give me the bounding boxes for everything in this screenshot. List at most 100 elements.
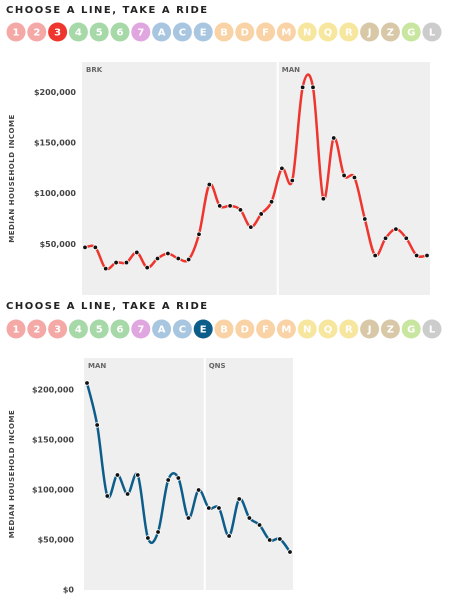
line-button-label[interactable]: B [220, 325, 228, 336]
line-button-label[interactable]: A [158, 325, 166, 336]
line-button[interactable] [339, 22, 359, 42]
line-button[interactable] [422, 22, 442, 42]
station-dot [403, 235, 409, 241]
line-button-label[interactable]: C [179, 28, 186, 39]
line-button[interactable] [256, 319, 276, 339]
line-button-label[interactable]: 6 [117, 325, 124, 336]
line-button[interactable] [276, 319, 296, 339]
station-dot [393, 226, 399, 232]
line-button[interactable] [318, 22, 338, 42]
line-button[interactable] [110, 22, 130, 42]
line-button-label[interactable]: 5 [96, 28, 103, 39]
line-button[interactable] [172, 22, 192, 42]
line-button[interactable] [48, 319, 68, 339]
line-button-label[interactable]: 7 [137, 28, 144, 39]
line-button-label[interactable]: E [200, 28, 207, 39]
line-button[interactable] [360, 319, 380, 339]
station-dot [103, 265, 109, 272]
line-button[interactable] [131, 22, 151, 42]
plot-area [82, 62, 430, 295]
line-button[interactable] [152, 319, 172, 339]
line-button-label[interactable]: 2 [33, 325, 40, 336]
line-button-label[interactable]: J [367, 28, 372, 39]
y-tick-label: $0 [63, 586, 75, 595]
line-button-label[interactable]: 2 [33, 28, 40, 39]
line-button-label[interactable]: L [429, 325, 436, 336]
line-button[interactable] [110, 319, 130, 339]
line-button-label[interactable]: J [367, 325, 372, 336]
station-dot [165, 250, 171, 257]
line-button[interactable] [380, 319, 400, 339]
line-button-label[interactable]: 4 [75, 325, 82, 336]
line-button[interactable] [89, 319, 109, 339]
line-button-label[interactable]: R [345, 325, 353, 336]
line-button-label[interactable]: 4 [75, 28, 82, 39]
y-axis-label: MEDIAN HOUSEHOLD INCOME [8, 410, 16, 539]
line-button[interactable] [256, 22, 276, 42]
line-button-label[interactable]: C [179, 325, 186, 336]
line-button[interactable] [27, 319, 47, 339]
line-button-label[interactable]: E [200, 325, 207, 336]
station-dot [175, 475, 182, 481]
line-button[interactable] [68, 319, 88, 339]
line-button[interactable] [6, 319, 26, 339]
line-button-label[interactable]: D [241, 28, 249, 39]
station-dot [248, 224, 254, 230]
station-dot [289, 177, 295, 184]
line-button-label[interactable]: Z [387, 325, 394, 336]
line-button[interactable] [401, 319, 421, 339]
line-button[interactable] [214, 319, 234, 339]
line-button-label[interactable]: Q [324, 325, 333, 336]
line-button[interactable] [360, 22, 380, 42]
line-button[interactable] [6, 22, 26, 42]
line-button[interactable] [48, 22, 68, 42]
line-button-label[interactable]: 3 [54, 28, 61, 39]
line-button-label[interactable]: B [220, 28, 228, 39]
line-button-label[interactable]: M [281, 325, 291, 336]
line-button[interactable] [297, 319, 317, 339]
line-button-label[interactable]: N [303, 325, 311, 336]
line-button-label[interactable]: R [345, 28, 353, 39]
line-button-label[interactable]: D [241, 325, 249, 336]
line-button-label[interactable]: Q [324, 28, 333, 39]
line-button-label[interactable]: G [407, 325, 415, 336]
line-button-label[interactable]: 3 [54, 325, 61, 336]
line-button-label[interactable]: 6 [117, 28, 124, 39]
line-button-label[interactable]: 7 [137, 325, 144, 336]
line-button[interactable] [422, 319, 442, 339]
line-button-label[interactable]: 1 [13, 28, 20, 39]
line-button-label[interactable]: Z [387, 28, 394, 39]
line-button-label[interactable]: L [429, 28, 436, 39]
line-button[interactable] [380, 22, 400, 42]
line-button[interactable] [193, 22, 213, 42]
line-button[interactable] [89, 22, 109, 42]
line-button[interactable] [339, 319, 359, 339]
line-button[interactable] [235, 319, 255, 339]
station-dot [267, 537, 273, 543]
line-button-label[interactable]: A [158, 28, 166, 39]
line-button-label[interactable]: M [281, 28, 291, 39]
station-dot [196, 231, 202, 237]
line-button-label[interactable]: F [262, 28, 269, 39]
y-tick-label: $50,000 [40, 240, 77, 249]
line-button-label[interactable]: 1 [13, 325, 20, 336]
line-button-label[interactable]: G [407, 28, 415, 39]
line-button[interactable] [297, 22, 317, 42]
line-button-label[interactable]: F [262, 325, 269, 336]
line-button[interactable] [318, 319, 338, 339]
station-dot [145, 535, 151, 541]
line-button[interactable] [193, 319, 213, 339]
line-button-label[interactable]: N [303, 28, 311, 39]
line-button[interactable] [152, 22, 172, 42]
line-button-label[interactable]: 5 [96, 325, 103, 336]
line-button[interactable] [27, 22, 47, 42]
line-button[interactable] [276, 22, 296, 42]
station-dot [299, 84, 306, 91]
line-button[interactable] [68, 22, 88, 42]
line-button[interactable] [172, 319, 192, 339]
line-button[interactable] [131, 319, 151, 339]
line-button[interactable] [214, 22, 234, 42]
line-button[interactable] [401, 22, 421, 42]
y-tick-label: $100,000 [34, 189, 76, 198]
line-button[interactable] [235, 22, 255, 42]
